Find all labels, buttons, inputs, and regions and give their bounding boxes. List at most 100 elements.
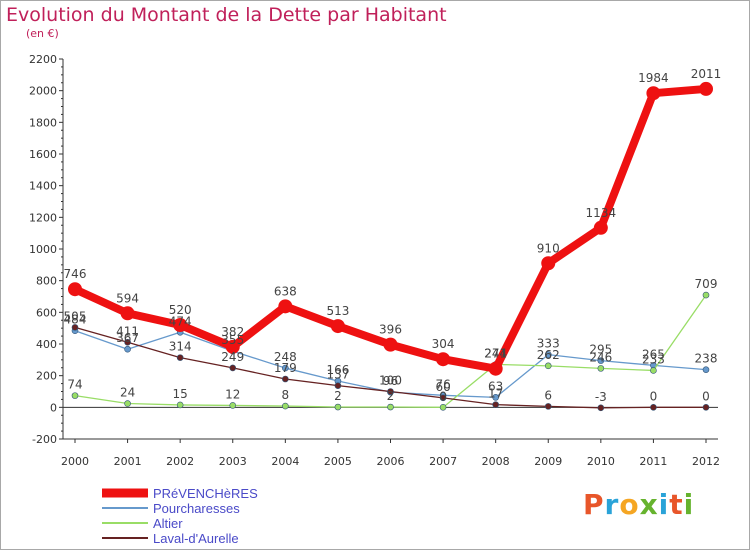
data-point bbox=[225, 339, 240, 354]
data-label: 1984 bbox=[638, 71, 669, 85]
data-label: 179 bbox=[274, 361, 297, 375]
data-label: 96 bbox=[383, 374, 398, 388]
legend: PRéVENCHèRESPourcharessesAltierLaval-d'A… bbox=[102, 486, 258, 546]
legend-label: Pourcharesses bbox=[153, 501, 240, 516]
data-point bbox=[282, 402, 289, 410]
data-point bbox=[334, 403, 342, 411]
data-label: 0 bbox=[702, 389, 710, 403]
data-label: 233 bbox=[642, 352, 665, 366]
legend-label: Altier bbox=[153, 516, 183, 531]
data-point bbox=[646, 86, 661, 101]
y-tick-label: 200 bbox=[36, 370, 57, 383]
data-label: 746 bbox=[64, 267, 87, 281]
y-tick-label: 400 bbox=[36, 338, 57, 351]
data-label: 248 bbox=[274, 350, 297, 364]
data-label: 15 bbox=[173, 387, 188, 401]
y-tick-label: 2200 bbox=[29, 53, 57, 66]
data-label: 0 bbox=[439, 389, 447, 403]
data-label: 60 bbox=[435, 380, 450, 394]
proxiti-logo: Proxiti bbox=[583, 488, 694, 521]
data-point bbox=[597, 357, 605, 364]
data-point bbox=[541, 256, 556, 271]
data-point bbox=[173, 318, 188, 332]
data-label: 6 bbox=[544, 388, 552, 402]
data-point bbox=[702, 404, 710, 411]
data-point bbox=[439, 404, 447, 411]
data-point bbox=[282, 375, 289, 383]
data-point bbox=[650, 367, 657, 374]
x-tick-label: 2003 bbox=[219, 455, 247, 468]
series-lines bbox=[68, 81, 713, 412]
axes: -200020040060080010001200140016001800200… bbox=[29, 53, 720, 468]
data-label: 396 bbox=[379, 323, 402, 337]
data-label: 1134 bbox=[586, 206, 617, 220]
data-point bbox=[278, 299, 293, 314]
data-point bbox=[229, 402, 237, 409]
data-point bbox=[124, 345, 131, 353]
data-label: 74 bbox=[67, 378, 82, 392]
data-point bbox=[597, 365, 605, 372]
data-label: -3 bbox=[595, 390, 607, 404]
data-label: 238 bbox=[695, 352, 718, 366]
x-tick-label: 2010 bbox=[587, 455, 615, 468]
y-tick-label: 1400 bbox=[29, 180, 57, 193]
data-label: 166 bbox=[326, 363, 349, 377]
data-label: 513 bbox=[326, 304, 349, 318]
data-point bbox=[120, 306, 135, 321]
x-tick-label: 2000 bbox=[61, 455, 89, 468]
y-tick-label: 800 bbox=[36, 275, 57, 288]
data-point bbox=[334, 382, 342, 389]
data-label: 314 bbox=[169, 340, 192, 354]
data-point bbox=[176, 401, 184, 409]
data-point bbox=[699, 81, 713, 96]
chart-subtitle: (en €) bbox=[26, 27, 59, 40]
data-label: 355 bbox=[221, 333, 244, 347]
data-point bbox=[650, 404, 657, 411]
data-point bbox=[593, 220, 608, 235]
y-tick-label: 0 bbox=[50, 401, 57, 414]
data-label: 246 bbox=[589, 350, 612, 364]
data-point bbox=[383, 337, 398, 352]
y-tick-label: 1600 bbox=[29, 148, 57, 161]
x-tick-label: 2011 bbox=[639, 455, 667, 468]
y-tick-label: 600 bbox=[36, 306, 57, 319]
legend-label: PRéVENCHèRES bbox=[153, 486, 258, 501]
x-tick-label: 2012 bbox=[692, 455, 720, 468]
data-point bbox=[488, 361, 503, 376]
data-label: 265 bbox=[642, 347, 665, 361]
y-tick-label: 2000 bbox=[29, 85, 57, 98]
data-point bbox=[387, 403, 394, 411]
data-label: 24 bbox=[120, 386, 135, 400]
data-point bbox=[492, 394, 499, 401]
y-tick-label: 1200 bbox=[29, 211, 57, 224]
x-tick-label: 2008 bbox=[482, 455, 510, 468]
data-point bbox=[387, 388, 394, 395]
x-tick-label: 2004 bbox=[271, 455, 299, 468]
data-label: 262 bbox=[537, 348, 560, 362]
data-point bbox=[124, 400, 131, 407]
data-label: 0 bbox=[650, 389, 658, 403]
data-label: 638 bbox=[274, 284, 297, 298]
data-label: 2 bbox=[387, 389, 395, 403]
data-point bbox=[544, 362, 552, 370]
data-point bbox=[597, 404, 605, 412]
x-tick-label: 2007 bbox=[429, 455, 457, 468]
x-tick-label: 2002 bbox=[166, 455, 194, 468]
data-point bbox=[492, 401, 499, 408]
x-tick-label: 2009 bbox=[534, 455, 562, 468]
data-point bbox=[71, 324, 79, 331]
data-label: 2 bbox=[334, 389, 342, 403]
data-label: 367 bbox=[116, 331, 139, 345]
data-point bbox=[544, 351, 552, 358]
logo-letter: t bbox=[669, 488, 684, 521]
x-tick-label: 2006 bbox=[377, 455, 405, 468]
data-point bbox=[544, 403, 552, 410]
x-tick-label: 2001 bbox=[114, 455, 142, 468]
logo-letter: r bbox=[604, 488, 620, 521]
data-label: 137 bbox=[326, 368, 349, 382]
logo-letter: i bbox=[658, 488, 670, 521]
data-point bbox=[439, 394, 447, 402]
y-tick-label: 1000 bbox=[29, 243, 57, 256]
